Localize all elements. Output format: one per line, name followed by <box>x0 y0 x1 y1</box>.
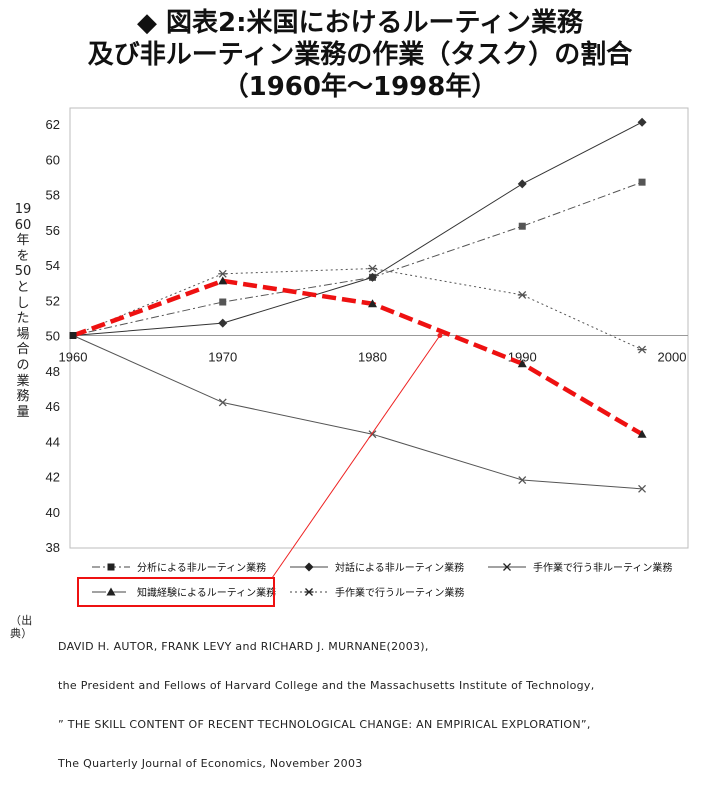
data-point <box>637 429 647 438</box>
y-axis-label: 1960年を50とした場合の業務量 <box>14 202 32 420</box>
data-point-stroke <box>638 484 647 493</box>
data-point <box>218 269 228 278</box>
x-tick-label: 1970 <box>208 350 237 365</box>
x-tick-label: 1960 <box>59 350 88 365</box>
x-tick-label: 2000 <box>658 350 687 365</box>
y-tick-label: 40 <box>46 505 60 520</box>
data-point <box>518 476 527 484</box>
y-tick-label: 48 <box>46 364 60 379</box>
data-point <box>637 117 647 127</box>
legend-item: 手作業で行う非ルーティン業務 <box>488 561 672 574</box>
data-point <box>69 332 77 339</box>
y-tick-label: 42 <box>46 470 60 485</box>
x-tick-label: 1980 <box>358 350 387 365</box>
data-point <box>517 179 527 189</box>
data-point <box>304 562 314 572</box>
y-tick-label: 38 <box>46 540 60 555</box>
data-point <box>638 484 647 493</box>
legend-label: 分析による非ルーティン業務 <box>137 561 266 574</box>
y-tick-label: 52 <box>46 293 60 308</box>
legend-item: 分析による非ルーティン業務 <box>92 561 266 574</box>
y-tick-label: 60 <box>46 152 60 167</box>
data-point <box>107 563 115 571</box>
source-line: ” THE SKILL CONTENT OF RECENT TECHNOLOGI… <box>58 718 591 731</box>
chart-title-line3: （1960年〜1998年） <box>222 72 498 102</box>
data-point <box>368 299 377 308</box>
data-point <box>517 359 527 368</box>
legend-label: 手作業で行う非ルーティン業務 <box>533 561 672 574</box>
series-line <box>72 181 643 336</box>
y-tick-label: 54 <box>46 258 60 273</box>
chart-title-line1: ◆ 図表2:米国におけるルーティン業務 <box>137 8 583 38</box>
legend-label: 知識経験によるルーティン業務 <box>137 586 276 599</box>
y-tick-label: 44 <box>46 434 60 449</box>
data-point-stroke <box>503 563 511 571</box>
data-point <box>219 298 227 306</box>
source-line: the President and Fellows of Harvard Col… <box>58 679 595 692</box>
y-tick-label: 46 <box>46 399 60 414</box>
source-label: （出典） <box>10 614 33 640</box>
y-tick-label: 58 <box>46 188 60 203</box>
data-point <box>517 291 527 299</box>
data-point <box>368 272 377 282</box>
data-point <box>637 345 647 354</box>
legend-label: 手作業で行うルーティン業務 <box>335 586 464 599</box>
data-point <box>368 264 377 273</box>
highlight-connector-dot <box>437 333 443 338</box>
data-point <box>218 398 227 407</box>
chart-title-line2: 及び非ルーティン業務の作業（タスク）の割合 <box>87 40 633 70</box>
source-line: The Quarterly Journal of Economics, Nove… <box>58 757 363 770</box>
data-point <box>304 588 314 596</box>
y-tick-label: 50 <box>46 329 60 344</box>
legend-item: 手作業で行うルーティン業務 <box>290 586 464 599</box>
y-tick-label: 56 <box>46 223 60 238</box>
data-point-stroke <box>218 398 227 407</box>
data-point <box>638 178 646 186</box>
legend-label: 対話による非ルーティン業務 <box>335 561 464 574</box>
data-point-stroke <box>518 476 527 484</box>
highlight-box <box>77 577 275 607</box>
data-point <box>218 276 228 285</box>
legend-item: 対話による非ルーティン業務 <box>290 561 464 574</box>
plot-frame <box>69 107 689 549</box>
source-line: DAVID H. AUTOR, FRANK LEVY and RICHARD J… <box>58 640 429 653</box>
highlight-connector <box>271 335 441 579</box>
data-point <box>218 318 228 328</box>
legend-item: 知識経験によるルーティン業務 <box>92 586 276 599</box>
series-line <box>72 268 643 351</box>
y-tick-label: 62 <box>46 117 60 132</box>
data-point <box>503 563 511 571</box>
data-point <box>518 222 526 230</box>
data-point <box>106 587 116 596</box>
